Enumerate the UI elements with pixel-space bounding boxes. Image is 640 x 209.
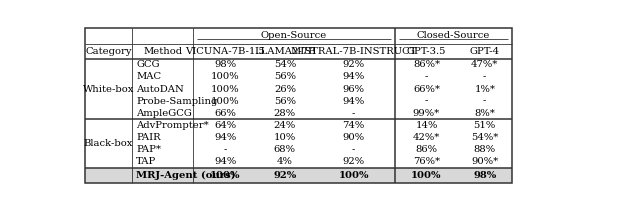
Text: 100%: 100% bbox=[211, 85, 239, 94]
Text: 92%: 92% bbox=[342, 157, 365, 166]
Text: AutoDAN: AutoDAN bbox=[136, 85, 184, 94]
Text: White-box: White-box bbox=[83, 85, 134, 94]
Text: 47%*: 47%* bbox=[471, 60, 499, 69]
Text: 100%: 100% bbox=[339, 171, 369, 180]
Text: Closed-Source: Closed-Source bbox=[417, 31, 490, 41]
Text: VICUNA-7B-1.5: VICUNA-7B-1.5 bbox=[186, 47, 265, 56]
Text: GCG: GCG bbox=[136, 60, 159, 69]
Text: 68%: 68% bbox=[274, 145, 296, 154]
Text: 90%: 90% bbox=[342, 133, 365, 142]
Bar bbox=[85, 167, 511, 183]
Text: 88%: 88% bbox=[474, 145, 496, 154]
Text: -: - bbox=[483, 97, 486, 106]
Text: 92%: 92% bbox=[342, 60, 365, 69]
Text: PAP*: PAP* bbox=[136, 145, 161, 154]
Bar bbox=[85, 28, 511, 183]
Text: Open-Source: Open-Source bbox=[261, 31, 327, 41]
Text: 100%: 100% bbox=[412, 171, 442, 180]
Text: MRJ-Agent (ours): MRJ-Agent (ours) bbox=[136, 171, 236, 180]
Text: 24%: 24% bbox=[274, 121, 296, 130]
Text: 54%*: 54%* bbox=[471, 133, 499, 142]
Text: Black-box: Black-box bbox=[84, 139, 133, 148]
Text: 92%: 92% bbox=[273, 171, 296, 180]
Text: 86%*: 86%* bbox=[413, 60, 440, 69]
Text: Category: Category bbox=[85, 47, 132, 56]
Text: 100%: 100% bbox=[211, 73, 239, 82]
Text: -: - bbox=[223, 145, 227, 154]
Text: Method: Method bbox=[143, 47, 182, 56]
Text: 94%: 94% bbox=[214, 157, 236, 166]
Text: 51%: 51% bbox=[474, 121, 496, 130]
Text: MAC: MAC bbox=[136, 73, 161, 82]
Text: -: - bbox=[352, 109, 355, 118]
Text: 98%: 98% bbox=[473, 171, 497, 180]
Text: 64%: 64% bbox=[214, 121, 236, 130]
Text: 42%*: 42%* bbox=[413, 133, 440, 142]
Text: GPT-3.5: GPT-3.5 bbox=[406, 47, 446, 56]
Text: 66%: 66% bbox=[214, 109, 236, 118]
Text: 10%: 10% bbox=[274, 133, 296, 142]
Text: LLAMA2-7B: LLAMA2-7B bbox=[254, 47, 316, 56]
Text: PAIR: PAIR bbox=[136, 133, 161, 142]
Text: 76%*: 76%* bbox=[413, 157, 440, 166]
Text: 100%: 100% bbox=[211, 97, 239, 106]
Text: 94%: 94% bbox=[214, 133, 236, 142]
Text: -: - bbox=[425, 97, 428, 106]
Text: 99%*: 99%* bbox=[413, 109, 440, 118]
Text: 26%: 26% bbox=[274, 85, 296, 94]
Text: 56%: 56% bbox=[274, 73, 296, 82]
Text: -: - bbox=[483, 73, 486, 82]
Text: 86%: 86% bbox=[415, 145, 438, 154]
Text: Probe-Sampling: Probe-Sampling bbox=[136, 97, 218, 106]
Text: -: - bbox=[352, 145, 355, 154]
Text: TAP: TAP bbox=[136, 157, 156, 166]
Text: 100%: 100% bbox=[210, 171, 241, 180]
Text: 96%: 96% bbox=[342, 85, 365, 94]
Text: 94%: 94% bbox=[342, 73, 365, 82]
Text: 4%: 4% bbox=[277, 157, 292, 166]
Text: 28%: 28% bbox=[274, 109, 296, 118]
Text: 98%: 98% bbox=[214, 60, 236, 69]
Text: 56%: 56% bbox=[274, 97, 296, 106]
Text: 54%: 54% bbox=[274, 60, 296, 69]
Text: 66%*: 66%* bbox=[413, 85, 440, 94]
Text: AdvPrompter*: AdvPrompter* bbox=[136, 121, 209, 130]
Text: AmpleGCG: AmpleGCG bbox=[136, 109, 192, 118]
Text: 90%*: 90%* bbox=[471, 157, 499, 166]
Text: 8%*: 8%* bbox=[474, 109, 495, 118]
Text: 1%*: 1%* bbox=[474, 85, 495, 94]
Text: -: - bbox=[425, 73, 428, 82]
Text: 94%: 94% bbox=[342, 97, 365, 106]
Text: 74%: 74% bbox=[342, 121, 365, 130]
Text: MISTRAL-7B-INSTRUCT: MISTRAL-7B-INSTRUCT bbox=[291, 47, 417, 56]
Text: 14%: 14% bbox=[415, 121, 438, 130]
Text: GPT-4: GPT-4 bbox=[470, 47, 500, 56]
